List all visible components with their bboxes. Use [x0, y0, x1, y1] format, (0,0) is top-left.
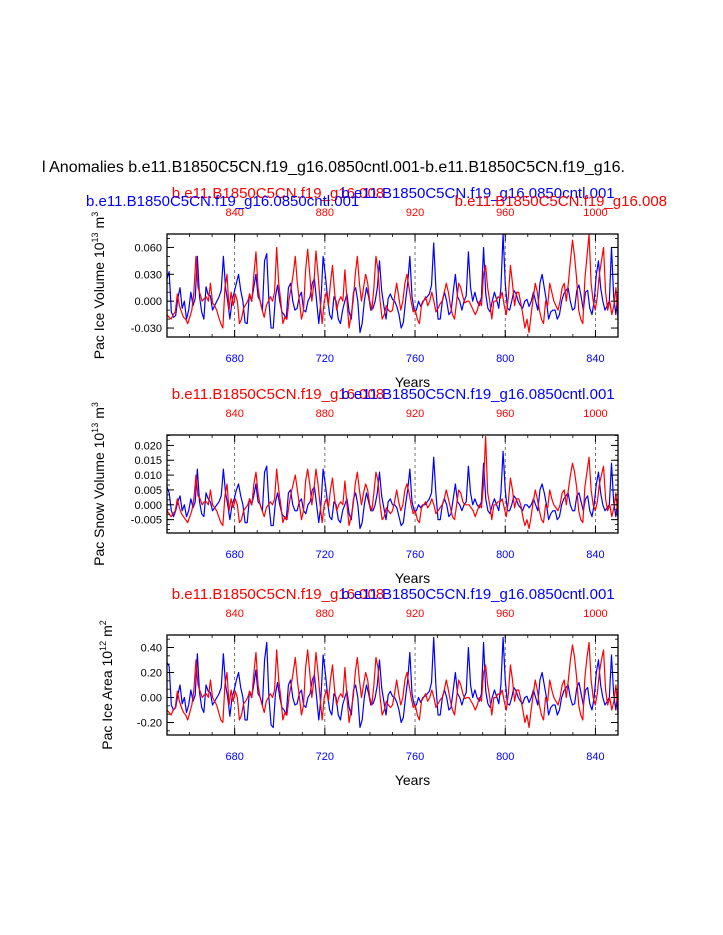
y-axis-label-exp: 12: [98, 641, 108, 651]
xtick-label-top: 1000: [583, 608, 607, 620]
y-axis-label: Pac Ice Volume 1013 m3: [90, 212, 107, 359]
title-left-blue: b.e11.B1850C5CN.f19_g16.0850cntl.001: [86, 193, 359, 210]
y-axis-label-unit-exp: 3: [90, 402, 100, 407]
xtick-label-top: 840: [225, 408, 243, 420]
ytick-label: -0.005: [131, 515, 162, 527]
xtick-label-top: 960: [496, 608, 514, 620]
xtick-label-bottom: 760: [406, 549, 424, 561]
series-line-experiment: [166, 435, 619, 530]
ytick-label: 0.060: [134, 242, 162, 254]
ytick-label: -0.20: [137, 718, 162, 730]
xtick-label-top: 960: [496, 408, 514, 420]
xtick-label-top: 840: [225, 207, 243, 219]
y-axis-label-unit: m: [99, 625, 115, 637]
title-right-red: b.e11.B1850C5CN.f19_g16.008: [455, 193, 667, 210]
xtick-label-top: 1000: [583, 207, 607, 219]
panel-ice_volume: 0.060 0.030 0.000 -0.030 680 720 760 800 840 840 8…: [86, 185, 667, 390]
xtick-label-top: 920: [406, 207, 424, 219]
title-center-blue: b.e11.B1850C5CN.f19_g16.0850cntl.001: [341, 586, 614, 603]
title-center-red: b.e11.B1850C5CN.f19_g16.008: [172, 386, 384, 403]
x-axis-label: Years: [395, 374, 430, 390]
y-axis-label-text: Pac Snow Volume 10: [91, 433, 107, 566]
y-axis-label: Pac Snow Volume 1013 m3: [90, 402, 107, 566]
ytick-label: -0.030: [131, 323, 162, 335]
ytick-label: 0.005: [134, 485, 162, 497]
xtick-label-top: 1000: [583, 408, 607, 420]
xtick-label-bottom: 800: [496, 751, 514, 763]
y-axis-label-text: Pac Ice Area 10: [99, 651, 115, 750]
xtick-label-bottom: 760: [406, 751, 424, 763]
y-axis-label-unit: m: [91, 217, 107, 229]
ytick-label: 0.40: [141, 643, 162, 655]
xtick-label-bottom: 840: [586, 549, 604, 561]
y-axis-label: Pac Ice Area 1012 m2: [98, 620, 115, 750]
xtick-label-top: 960: [496, 207, 514, 219]
y-axis-label-exp: 13: [90, 423, 100, 433]
xtick-label-bottom: 800: [496, 353, 514, 365]
ytick-label: 0.00: [141, 693, 162, 705]
xtick-label-bottom: 840: [586, 751, 604, 763]
ytick-label: 0.010: [134, 470, 162, 482]
ytick-label: 0.030: [134, 269, 162, 281]
xtick-label-top: 880: [316, 408, 334, 420]
figure-title: l Anomalies b.e11.B1850C5CN.f19_g16.0850…: [42, 159, 625, 176]
xtick-label-top: 880: [316, 207, 334, 219]
xtick-label-bottom: 680: [225, 751, 243, 763]
ytick-label: 0.20: [141, 668, 162, 680]
panel-snow_volume: 0.020 0.015 0.010 0.005 0.000 -0.005 680 720 760…: [90, 386, 619, 586]
xtick-label-bottom: 760: [406, 353, 424, 365]
xtick-label-bottom: 720: [316, 751, 334, 763]
series-line-control: [166, 636, 619, 729]
xtick-label-top: 880: [316, 608, 334, 620]
xtick-label-bottom: 720: [316, 549, 334, 561]
xtick-label-top: 920: [406, 408, 424, 420]
xtick-label-bottom: 680: [225, 353, 243, 365]
y-axis-label-text: Pac Ice Volume 10: [91, 242, 107, 359]
y-axis-label-unit-exp: 2: [98, 620, 108, 625]
series-line-experiment: [166, 641, 619, 729]
series-line-control: [166, 233, 619, 334]
series-line-experiment: [166, 233, 619, 334]
y-axis-label-exp: 13: [90, 232, 100, 242]
series-line-control: [166, 450, 619, 530]
title-center-red: b.e11.B1850C5CN.f19_g16.008: [172, 185, 384, 202]
title-center-blue: b.e11.B1850C5CN.f19_g16.0850cntl.001: [341, 386, 614, 403]
y-axis-label-unit: m: [91, 407, 107, 419]
xtick-label-bottom: 800: [496, 549, 514, 561]
x-axis-label: Years: [395, 570, 430, 586]
panel-ice_area: 0.40 0.20 0.00 -0.20 680 720 760 800 840 840 880 92…: [98, 586, 619, 788]
ytick-label: 0.020: [134, 440, 162, 452]
title-center-red: b.e11.B1850C5CN.f19_g16.008: [172, 586, 384, 603]
xtick-label-bottom: 720: [316, 353, 334, 365]
xtick-label-top: 840: [225, 608, 243, 620]
y-axis-label-unit-exp: 3: [90, 212, 100, 217]
ytick-label: 0.015: [134, 455, 162, 467]
ytick-label: 0.000: [134, 296, 162, 308]
xtick-label-bottom: 840: [586, 353, 604, 365]
panels-container: 0.060 0.030 0.000 -0.030 680 720 760 800 840 840 8…: [86, 185, 667, 788]
xtick-label-top: 920: [406, 608, 424, 620]
title-center-blue: b.e11.B1850C5CN.f19_g16.0850cntl.001: [341, 185, 614, 202]
x-axis-label: Years: [395, 772, 430, 788]
xtick-label-bottom: 680: [225, 549, 243, 561]
ytick-label: 0.000: [134, 500, 162, 512]
